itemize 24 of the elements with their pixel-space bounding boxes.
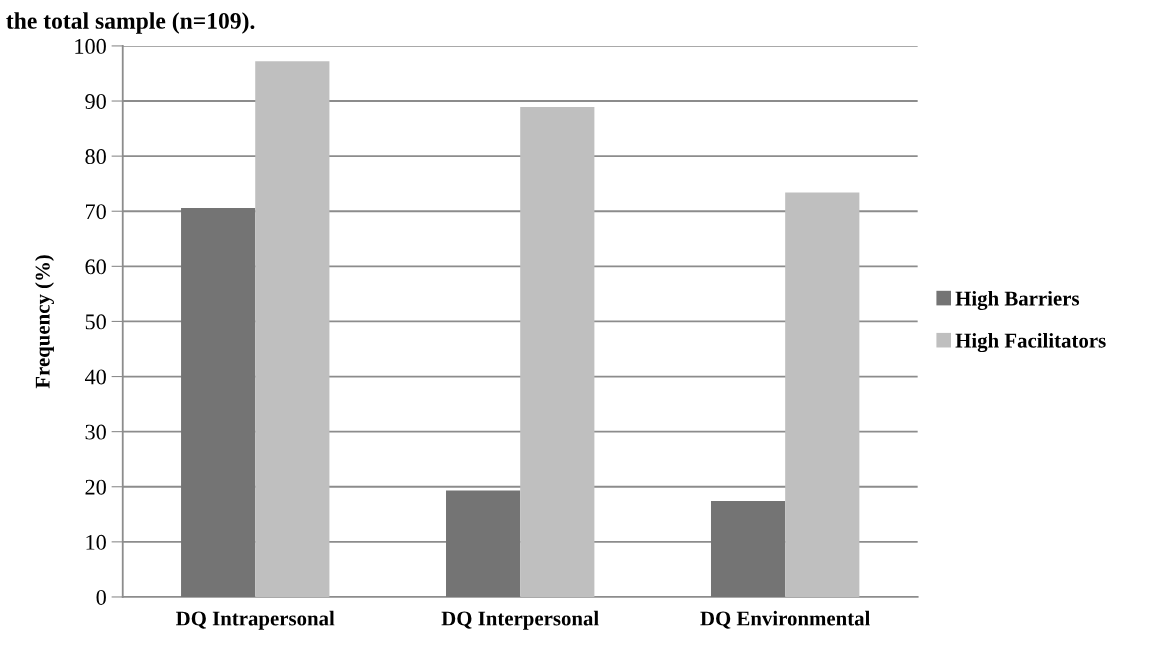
legend-label: High Facilitators (955, 333, 1106, 353)
y-tick-label: 0 (96, 589, 106, 605)
y-tick-label: 20 (85, 479, 106, 495)
legend-label: High Barriers (955, 290, 1080, 310)
y-tick-label: 50 (85, 314, 106, 330)
y-tick-label: 80 (85, 149, 106, 165)
y-axis-title: Frequency (%) (35, 255, 54, 389)
y-tick-label: 30 (85, 424, 106, 440)
y-tick-label: 100 (75, 38, 106, 54)
chart-title: the total sample (n=109). (6, 12, 255, 34)
x-tick-label: DQ Intrapersonal (176, 610, 335, 630)
y-tick-label: 10 (86, 534, 106, 550)
bar (785, 192, 860, 597)
y-tick-label: 90 (85, 93, 106, 109)
bar (446, 490, 521, 597)
x-tick-label: DQ Interpersonal (441, 610, 599, 630)
y-tick-label: 60 (85, 259, 106, 275)
y-tick-label: 40 (84, 369, 106, 385)
bar (520, 107, 595, 597)
bar (710, 501, 786, 597)
bar (255, 61, 330, 597)
bar (181, 207, 256, 597)
x-tick-label: DQ Environmental (700, 610, 870, 629)
y-tick-label: 70 (86, 204, 106, 220)
